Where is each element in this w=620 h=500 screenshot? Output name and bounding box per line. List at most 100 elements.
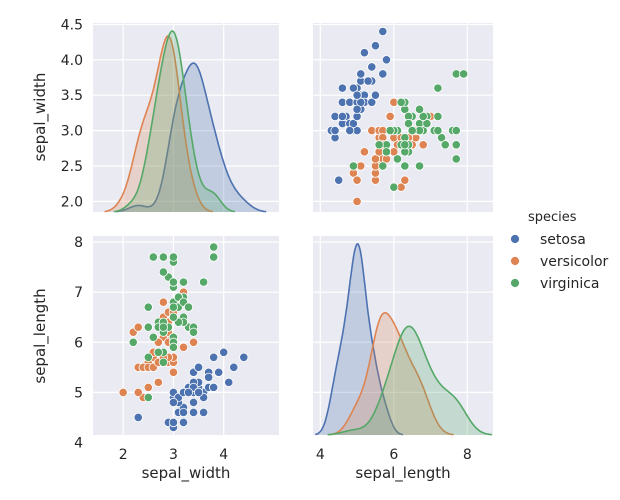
legend: species setosa versicolor virginica [510, 210, 609, 292]
scatter-point-virginica [422, 118, 432, 129]
kde-line-versicolor [104, 35, 213, 213]
y-tick-label: 4.0 [61, 53, 83, 69]
scatter-point-setosa [133, 412, 143, 423]
scatter-point-virginica [400, 140, 410, 150]
scatter-point-virginica [143, 322, 153, 332]
kde-line-versicolor [329, 311, 454, 436]
scatter-point-setosa [345, 125, 355, 136]
scatter-point-virginica [168, 252, 179, 262]
scatter-point-virginica [451, 154, 461, 164]
scatter-point-virginica [168, 277, 179, 287]
scatter-point-virginica [168, 312, 179, 322]
scatter-point-virginica [153, 347, 163, 357]
kde-curves [104, 30, 267, 213]
scatter-point-virginica [392, 154, 403, 164]
scatter-point-setosa [352, 90, 362, 100]
y-tick-label: 3.5 [61, 88, 83, 104]
scatter-point-virginica [396, 97, 406, 107]
y-tick-label: 4 [74, 436, 83, 452]
scatter-point-setosa [370, 41, 381, 51]
legend-label-virginica: virginica [540, 276, 600, 292]
scatter-point-virginica [148, 252, 158, 262]
y-axis-label-sepal-length: sepal_length [31, 288, 50, 383]
scatter-point-virginica [389, 182, 399, 192]
scatter-point-versicolor [418, 140, 428, 150]
scatter-point-virginica [459, 69, 469, 79]
scatter-point-setosa [363, 76, 373, 86]
scatter-point-versicolor [370, 154, 381, 164]
scatter-point-setosa [188, 407, 199, 418]
scatter-point-setosa [378, 26, 388, 37]
x-axis-label-sepal-width: sepal_width [142, 464, 231, 483]
panel-sepal-length-kde: 4 6 8 [313, 236, 493, 463]
scatter-point-setosa [219, 347, 229, 357]
kde-line-setosa [116, 62, 267, 213]
scatter-point-versicolor [133, 322, 143, 332]
scatter-point-virginica [158, 252, 168, 262]
scatter-point-virginica [188, 327, 199, 337]
scatter-point-virginica [128, 337, 138, 347]
scatter-point-virginica [209, 252, 219, 262]
y-tick-label: 6 [74, 335, 83, 351]
scatter-point-setosa [168, 397, 179, 408]
scatter-point-versicolor [118, 387, 128, 397]
scatter-point-setosa [214, 367, 224, 377]
panel-sepal-width-vs-sepal-length [313, 23, 493, 212]
scatter-point-versicolor [178, 342, 189, 352]
scatter-point-virginica [168, 342, 179, 352]
scatter-point-setosa [334, 175, 344, 185]
scatter-point-virginica [143, 352, 153, 362]
scatter-point-virginica [198, 277, 209, 287]
scatter-point-virginica [374, 140, 384, 150]
scatter-point-versicolor [352, 175, 362, 185]
scatter-point-versicolor [359, 147, 370, 157]
kde-curves [315, 243, 492, 436]
scatter-point-virginica [348, 161, 359, 171]
kde-area-versicolor [329, 312, 454, 435]
grid [93, 236, 279, 444]
scatter-point-versicolor [158, 297, 168, 307]
panel-background [93, 236, 279, 435]
kde-line-virginica [327, 325, 492, 436]
scatter-point-virginica [143, 302, 153, 312]
scatter-point-setosa [204, 372, 214, 382]
x-tick-label: 2 [119, 447, 128, 463]
scatter-point-setosa [188, 397, 199, 408]
scatter-point-setosa [337, 83, 347, 93]
scatter-point-setosa [370, 90, 381, 100]
y-tick-label: 4.5 [61, 17, 83, 33]
scatter-points [118, 242, 249, 433]
legend-label-setosa: setosa [540, 232, 586, 248]
y-tick-label: 5 [74, 385, 83, 401]
scatter-point-setosa [348, 118, 359, 129]
y-tick-label: 8 [74, 235, 83, 251]
scatter-point-virginica [378, 161, 388, 171]
panel-sepal-width-kde: 2.0 2.5 3.0 3.5 4.0 4.5 [61, 17, 279, 213]
scatter-point-setosa [367, 62, 377, 72]
scatter-point-virginica [407, 125, 417, 136]
kde-line-setosa [315, 243, 404, 436]
scatter-point-virginica [178, 277, 189, 287]
scatter-point-setosa [348, 83, 359, 93]
scatter-point-virginica [414, 161, 425, 171]
scatter-point-setosa [209, 382, 219, 392]
scatter-point-setosa [367, 97, 377, 107]
scatter-point-virginica [148, 332, 158, 342]
scatter-point-virginica [209, 242, 219, 252]
scatter-point-virginica [414, 104, 425, 114]
y-tick-labels: 4 5 6 7 8 [74, 235, 83, 452]
scatter-point-versicolor [385, 111, 395, 122]
scatter-point-setosa [183, 387, 194, 397]
panel-sepal-length-vs-sepal-width: 4 5 6 7 8 2 3 4 [74, 235, 279, 463]
scatter-point-setosa [378, 69, 388, 79]
scatter-point-virginica [433, 83, 443, 93]
scatter-point-setosa [209, 352, 219, 362]
scatter-point-setosa [356, 97, 366, 107]
scatter-point-virginica [183, 302, 194, 312]
scatter-point-setosa [224, 377, 234, 387]
scatter-point-setosa [168, 417, 179, 428]
y-tick-label: 3.0 [61, 124, 83, 140]
scatter-point-setosa [359, 48, 370, 58]
scatter-point-setosa [239, 352, 249, 362]
